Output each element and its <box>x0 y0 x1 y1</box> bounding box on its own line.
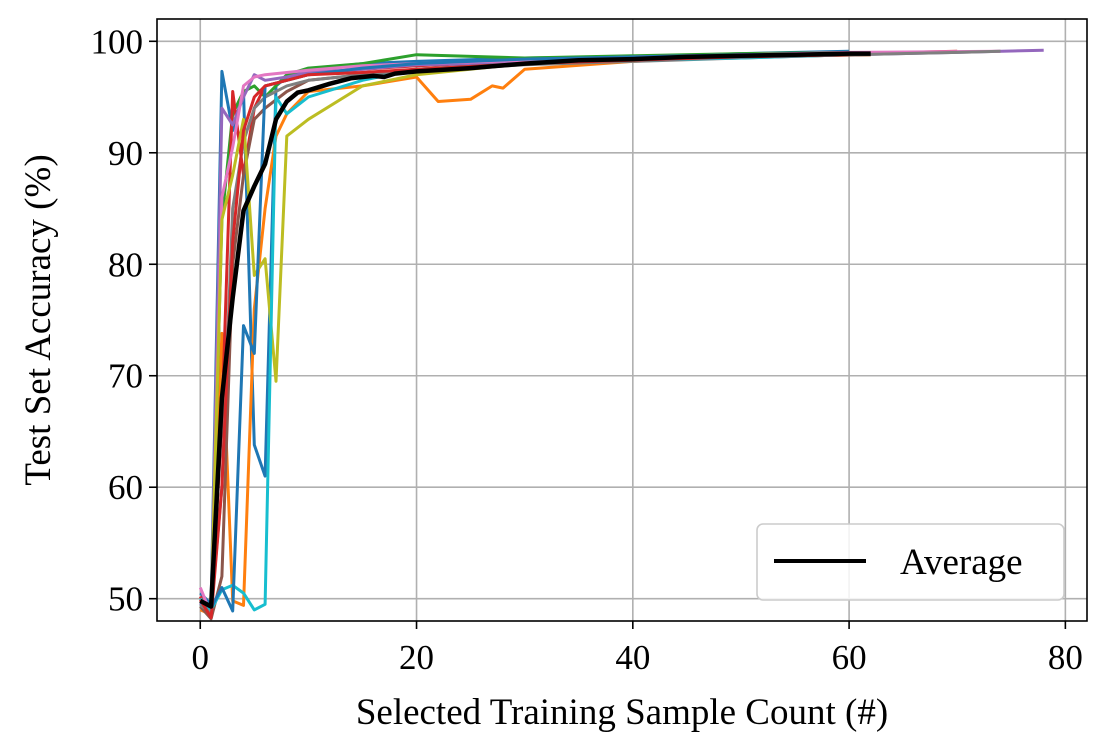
legend: Average <box>756 523 1065 601</box>
x-tick-label: 40 <box>615 638 650 677</box>
y-tick-label: 70 <box>108 357 143 396</box>
axis-ticks: 0 20 40 60 80 50 60 70 80 90 100 <box>91 22 1083 677</box>
grid-lines <box>157 19 1087 621</box>
y-tick-label: 60 <box>108 468 143 507</box>
average-layer <box>199 51 871 609</box>
x-tick-label: 20 <box>399 638 434 677</box>
y-axis-label: Test Set Accuracy (%) <box>18 154 59 485</box>
x-tick-label: 0 <box>192 638 210 677</box>
average-line <box>199 51 871 609</box>
plot-frame <box>156 18 1088 622</box>
legend-box <box>756 523 1065 601</box>
y-tick-label: 80 <box>108 245 143 284</box>
legend-label-average: Average <box>900 542 1023 583</box>
y-tick-label: 90 <box>108 134 143 173</box>
y-tick-label: 50 <box>108 580 143 619</box>
y-tick-label: 100 <box>91 22 144 61</box>
x-tick-label: 80 <box>1048 638 1083 677</box>
x-tick-label: 60 <box>832 638 867 677</box>
x-axis-label: Selected Training Sample Count (#) <box>356 692 888 733</box>
